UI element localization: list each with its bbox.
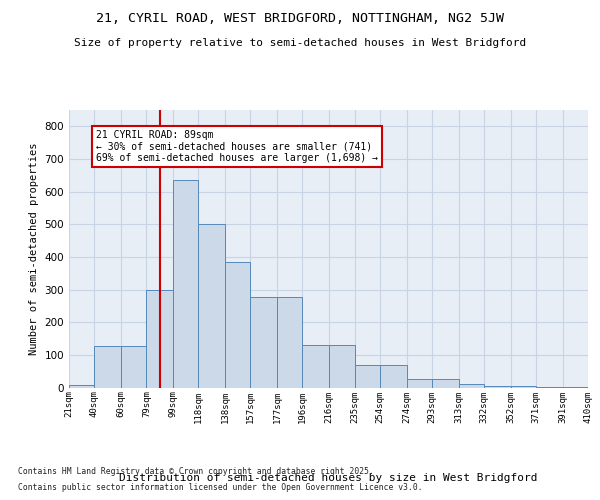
Bar	[563, 387, 588, 388]
Bar	[536, 386, 563, 388]
Bar	[432, 380, 458, 388]
Text: 21 CYRIL ROAD: 89sqm
← 30% of semi-detached houses are smaller (741)
69% of semi: 21 CYRIL ROAD: 89sqm ← 30% of semi-detac…	[95, 130, 377, 163]
Bar	[329, 345, 355, 388]
Bar	[94, 346, 121, 388]
Y-axis label: Number of semi-detached properties: Number of semi-detached properties	[29, 142, 39, 355]
Bar	[173, 180, 199, 388]
Bar	[380, 364, 407, 388]
Bar	[458, 384, 484, 388]
Bar	[250, 296, 277, 388]
Bar	[225, 262, 250, 388]
Bar	[302, 345, 329, 388]
Bar	[511, 386, 536, 388]
Text: Contains public sector information licensed under the Open Government Licence v3: Contains public sector information licen…	[18, 484, 422, 492]
Bar	[277, 296, 302, 388]
Bar	[355, 364, 380, 388]
X-axis label: Distribution of semi-detached houses by size in West Bridgford: Distribution of semi-detached houses by …	[119, 472, 538, 482]
Bar	[407, 380, 432, 388]
Bar	[121, 346, 146, 388]
Bar	[69, 385, 94, 388]
Text: Size of property relative to semi-detached houses in West Bridgford: Size of property relative to semi-detach…	[74, 38, 526, 48]
Text: 21, CYRIL ROAD, WEST BRIDGFORD, NOTTINGHAM, NG2 5JW: 21, CYRIL ROAD, WEST BRIDGFORD, NOTTINGH…	[96, 12, 504, 26]
Bar	[484, 386, 511, 388]
Bar	[199, 224, 225, 388]
Text: Contains HM Land Registry data © Crown copyright and database right 2025.: Contains HM Land Registry data © Crown c…	[18, 467, 374, 476]
Bar	[146, 290, 173, 388]
